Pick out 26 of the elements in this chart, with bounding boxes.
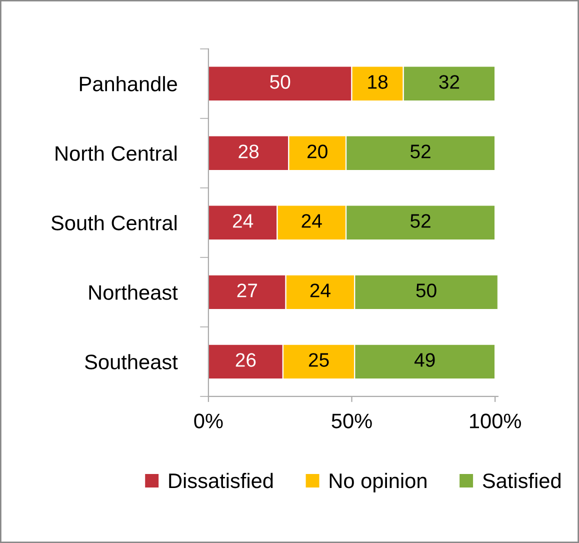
data-label: 25 [308, 353, 329, 367]
y-tick-label: Northeast [89, 284, 178, 300]
y-tick-label: Panhandle [80, 76, 177, 92]
legend-label: No opinion [330, 472, 426, 492]
data-label: 50 [416, 284, 436, 298]
data-label: 50 [270, 75, 290, 89]
data-label: 32 [439, 75, 460, 89]
data-label: 18 [368, 75, 388, 89]
data-label: 52 [410, 214, 430, 228]
data-label: 24 [302, 214, 322, 228]
data-label: 20 [308, 144, 328, 158]
data-label: 24 [310, 284, 330, 298]
data-label: 28 [238, 144, 259, 158]
y-tick-label: North Central [56, 146, 176, 161]
legend-label: Satisfied [482, 472, 560, 488]
y-tick-label: Southeast [85, 354, 178, 370]
data-label: 26 [236, 353, 256, 367]
data-label: 27 [237, 284, 257, 298]
x-tick-label: 100% [470, 414, 521, 428]
y-tick-label: South Central [51, 215, 176, 230]
data-label: 49 [414, 353, 435, 367]
legend-label: Dissatisfied [169, 472, 273, 488]
data-label: 52 [410, 144, 430, 158]
data-label: 24 [233, 214, 254, 228]
x-tick-label: 50% [332, 414, 372, 428]
x-tick-label: 0% [194, 414, 223, 428]
